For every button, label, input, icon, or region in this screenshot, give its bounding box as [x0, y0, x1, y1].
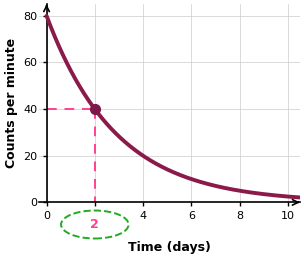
- X-axis label: Time (days): Time (days): [128, 241, 211, 254]
- Y-axis label: Counts per minute: Counts per minute: [5, 38, 18, 168]
- Text: 2: 2: [90, 218, 99, 231]
